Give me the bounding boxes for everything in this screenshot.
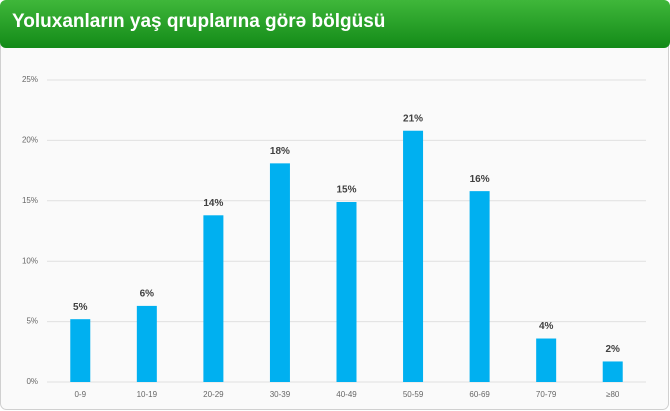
- bar: [203, 215, 224, 382]
- y-tick-label: 15%: [22, 196, 38, 205]
- value-label: 14%: [203, 198, 223, 209]
- value-label: 4%: [539, 321, 554, 332]
- x-tick-label: ≥80: [606, 390, 620, 399]
- x-tick-label: 70-79: [536, 390, 557, 399]
- bar: [403, 130, 424, 382]
- bar: [469, 191, 490, 382]
- value-label: 6%: [140, 289, 155, 300]
- value-label: 18%: [270, 146, 290, 157]
- y-tick-label: 0%: [26, 377, 38, 386]
- bar: [136, 305, 157, 382]
- value-label: 5%: [73, 302, 88, 313]
- x-tick-label: 20-29: [203, 390, 224, 399]
- bar: [602, 361, 623, 382]
- value-label: 21%: [403, 113, 423, 124]
- header-bar: [0, 0, 670, 48]
- bar: [269, 163, 290, 382]
- x-tick-label: 50-59: [403, 390, 424, 399]
- bar: [336, 202, 357, 382]
- y-tick-label: 10%: [22, 256, 38, 265]
- value-label: 16%: [470, 174, 490, 185]
- chart-title: Yoluxanların yaş qruplarına görə bölgüsü: [12, 11, 385, 32]
- bar: [70, 319, 91, 382]
- bar: [536, 338, 557, 382]
- value-label: 2%: [605, 344, 620, 355]
- x-tick-label: 10-19: [137, 390, 158, 399]
- y-tick-label: 5%: [26, 317, 38, 326]
- y-tick-label: 20%: [22, 136, 38, 145]
- x-tick-label: 0-9: [74, 390, 86, 399]
- value-label: 15%: [336, 185, 356, 196]
- x-tick-label: 30-39: [270, 390, 291, 399]
- x-tick-label: 60-69: [469, 390, 490, 399]
- x-tick-label: 40-49: [336, 390, 357, 399]
- y-tick-label: 25%: [22, 75, 38, 84]
